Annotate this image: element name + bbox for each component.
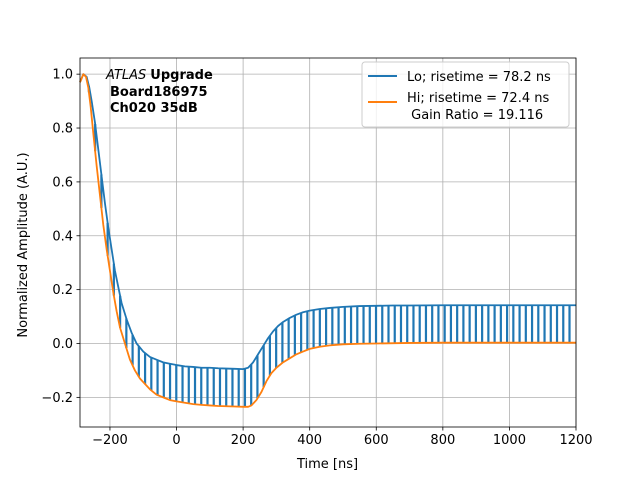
y-tick-label: −0.2 [41,391,73,406]
y-tick-label: 0.0 [52,337,73,352]
y-tick-label: 0.8 [52,122,73,137]
annotation-atlas: ATLAS [105,68,146,83]
x-tick-label: 400 [297,433,322,448]
annotation-upgrade: Upgrade [150,68,213,83]
y-tick-label: 0.4 [52,229,73,244]
y-tick-label: 0.2 [52,283,73,298]
annotation-line-1: ATLAS Upgrade [105,68,213,83]
sampling-bars [87,85,571,407]
x-tick-label: 800 [430,433,455,448]
x-tick-label: −200 [92,433,128,448]
x-tick-label: 0 [172,433,180,448]
annotation-channel: Ch020 35dB [110,101,198,116]
x-axis-label: Time [ns] [296,457,358,472]
x-tick-label: 1200 [559,433,592,448]
series-lines [79,73,576,408]
y-axis-label: Normalized Amplitude (A.U.) [16,152,31,337]
y-tick-label: 0.6 [52,175,73,190]
x-tick-label: 1000 [493,433,526,448]
series-line-hi [79,73,576,408]
series-line-lo [79,73,576,370]
legend-label-hi: Hi; risetime = 72.4 ns [407,91,549,106]
plot-frame [79,57,577,428]
annotation-board: Board186975 [110,85,208,100]
axis-ticks: −200 0 200 400 600 800 1000 1200 −0.2 0.0 0.2 0.4 0.… [41,68,592,448]
x-tick-label: 200 [231,433,256,448]
x-tick-label: 600 [364,433,389,448]
y-tick-label: 1.0 [52,68,73,83]
legend-label-lo: Lo; risetime = 78.2 ns [407,70,551,85]
legend-label-gain: Gain Ratio = 19.116 [407,108,543,123]
atlas-annotation: ATLAS Upgrade Board186975 Ch020 35dB [105,68,213,116]
legend: Lo; risetime = 78.2 ns Hi; risetime = 72… [361,61,570,128]
legend-box [361,61,570,128]
